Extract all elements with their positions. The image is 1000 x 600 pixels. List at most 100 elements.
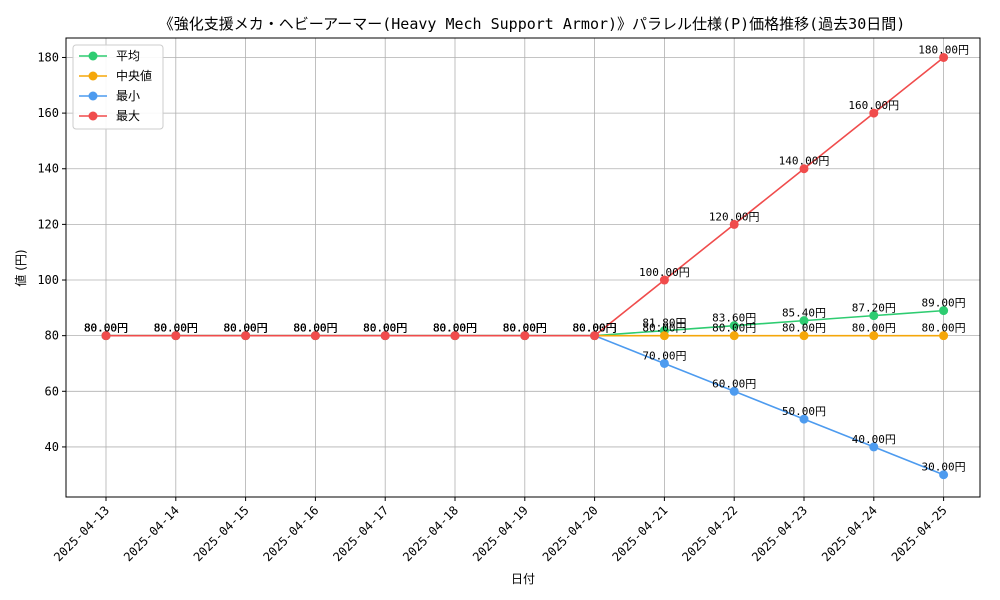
data-label: 120.00円 [709,210,760,223]
data-label: 40.00円 [852,433,896,446]
data-label: 80.00円 [224,322,268,335]
data-point [939,52,949,62]
data-label: 80.00円 [363,322,407,335]
y-tick-label: 100 [37,273,59,287]
x-tick-label: 2025-04-19 [470,503,531,564]
data-label: 30.00円 [922,461,966,474]
data-label: 80.00円 [712,322,756,335]
y-tick-label: 40 [45,440,59,454]
data-label: 80.00円 [224,322,268,335]
legend-marker [88,91,98,101]
data-point [729,386,739,396]
data-point [939,331,949,341]
data-point [659,331,669,341]
data-label: 80.00円 [433,322,477,335]
data-point [450,331,460,341]
y-tick-label: 80 [45,329,59,343]
y-axis-label: 値 (円) [13,249,28,286]
data-label: 80.00円 [154,322,198,335]
data-label: 70.00円 [642,349,686,362]
chart-title: 《強化支援メカ・ヘビーアーマー(Heavy Mech Support Armor… [159,15,906,33]
data-point [869,311,879,321]
data-label: 80.00円 [503,322,547,335]
data-label: 80.00円 [293,322,337,335]
x-tick-label: 2025-04-22 [679,503,740,564]
data-label: 80.00円 [84,322,128,335]
x-tick-label: 2025-04-17 [330,503,391,564]
x-tick-label: 2025-04-23 [749,503,810,564]
data-label-layer: 80.00円 80.00円 80.00円 80.00円 80.00円 80.00円 80.0… [84,43,969,473]
data-label: 80.00円 [154,322,198,335]
x-tick-label: 2025-04-14 [121,503,182,564]
data-point [869,108,879,118]
data-label: 80.00円 [84,322,128,335]
plot-frame [65,37,981,498]
data-label: 160.00円 [848,99,899,112]
x-tick-label: 2025-04-18 [400,503,461,564]
data-label: 80.00円 [852,322,896,335]
data-label: 85.40円 [782,307,826,320]
data-label: 80.00円 [363,322,407,335]
data-label: 80.00円 [84,322,128,335]
legend-marker [88,71,98,81]
data-label: 87.20円 [852,302,896,315]
x-axis-ticks: 2025-04-13 2025-04-14 2025-04-15 2025-04-16… [51,497,950,564]
data-label: 80.00円 [293,322,337,335]
data-label: 80.00円 [363,322,407,335]
legend-marker [88,111,98,121]
y-axis-ticks: 40 60 80 100 120 140 160 180 [37,50,66,454]
data-label: 140.00円 [779,155,830,168]
y-tick-label: 160 [37,106,59,120]
data-point [799,316,809,326]
legend-label: 最大 [116,109,140,123]
y-tick-label: 120 [37,217,59,231]
data-point [729,331,739,341]
x-axis-label: 日付 [511,572,535,586]
data-label: 80.00円 [433,322,477,335]
x-tick-label: 2025-04-15 [191,503,252,564]
data-label: 80.00円 [224,322,268,335]
x-tick-label: 2025-04-13 [51,503,112,564]
data-label: 80.00円 [293,322,337,335]
data-point [729,321,739,331]
data-label: 80.00円 [782,322,826,335]
data-point [729,219,739,229]
data-label: 80.00円 [363,322,407,335]
data-label: 50.00円 [782,405,826,418]
x-tick-label: 2025-04-24 [819,503,880,564]
legend-label: 平均 [116,49,140,63]
data-point [659,358,669,368]
data-label: 80.00円 [503,322,547,335]
data-label: 81.80円 [642,317,686,330]
data-label: 80.00円 [642,322,686,335]
data-label: 80.00円 [433,322,477,335]
data-label: 80.00円 [433,322,477,335]
data-label: 80.00円 [573,322,617,335]
legend-marker [88,51,98,61]
series-layer [101,52,949,480]
data-label: 80.00円 [154,322,198,335]
y-tick-label: 60 [45,384,59,398]
data-label: 80.00円 [224,322,268,335]
data-label: 80.00円 [573,322,617,335]
data-point [380,331,390,341]
data-point [171,331,181,341]
data-label: 180.00円 [918,43,969,56]
data-label: 80.00円 [573,322,617,335]
data-point [101,331,111,341]
data-point [869,442,879,452]
data-label: 100.00円 [639,266,690,279]
data-label: 60.00円 [712,377,756,390]
data-point [520,331,530,341]
data-label: 80.00円 [84,322,128,335]
x-tick-label: 2025-04-16 [261,503,322,564]
x-tick-label: 2025-04-21 [610,503,671,564]
data-point [799,331,809,341]
data-label: 89.00円 [922,297,966,310]
data-label: 83.60円 [712,312,756,325]
legend-label: 最小 [116,89,140,103]
x-tick-label: 2025-04-20 [540,503,601,564]
data-label: 80.00円 [154,322,198,335]
